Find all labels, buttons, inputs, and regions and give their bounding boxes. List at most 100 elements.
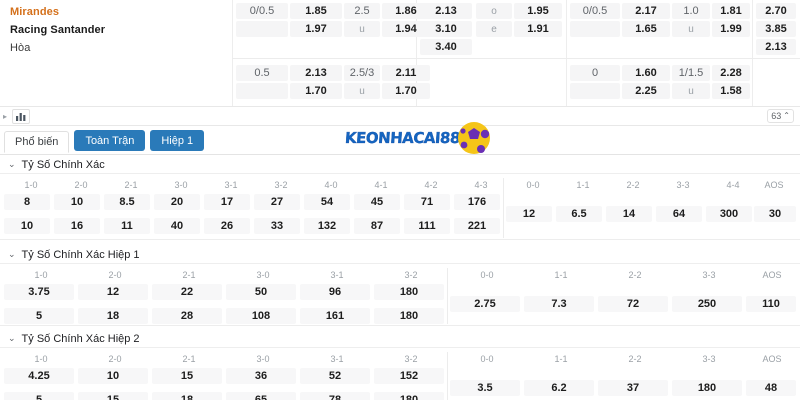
score-odd-cell[interactable]: 15 xyxy=(152,368,222,384)
team-row[interactable]: Mirandes xyxy=(0,3,232,21)
totals2-b-line-label[interactable]: 1/1.5 xyxy=(672,65,710,81)
score-odd-cell[interactable]: 87 xyxy=(354,218,400,234)
extra-col-odd-2[interactable]: 3.85 xyxy=(756,21,796,37)
totals-line-label[interactable]: 2.5 xyxy=(344,3,380,19)
tab-pho-bien[interactable]: Phổ biến xyxy=(4,130,70,153)
score-odd-cell[interactable]: 161 xyxy=(300,308,370,324)
score-odd-cell[interactable]: 54 xyxy=(304,194,350,210)
extra-col-odd-1[interactable]: 2.70 xyxy=(756,3,796,19)
score-odd-cell[interactable]: 96 xyxy=(300,284,370,300)
score-odd-cell[interactable]: 6.2 xyxy=(524,380,594,396)
score-odd-cell[interactable]: 64 xyxy=(656,206,702,222)
score-odd-cell[interactable]: 180 xyxy=(672,380,742,396)
one-x-two-home-odd[interactable]: 2.13 xyxy=(420,3,472,19)
score-odd-cell[interactable]: 78 xyxy=(300,392,370,400)
score-odd-cell[interactable]: 26 xyxy=(204,218,250,234)
score-odd-cell[interactable]: 5 xyxy=(4,308,74,324)
score-odd-cell[interactable]: 12 xyxy=(506,206,552,222)
odd-even-even-mark[interactable]: e xyxy=(476,21,512,37)
chevron-down-icon[interactable]: ⌄ xyxy=(8,159,16,169)
handicap2-b-away-odd[interactable]: 2.25 xyxy=(622,83,670,99)
section-header[interactable]: ⌄ Tỷ Số Chính Xác Hiệp 2 xyxy=(0,330,800,348)
score-odd-cell[interactable]: 8.5 xyxy=(104,194,150,210)
one-x-two-draw-odd[interactable]: 3.10 xyxy=(420,21,472,37)
score-odd-cell[interactable]: 72 xyxy=(598,296,668,312)
handicap2-line-label[interactable]: 0/0.5 xyxy=(570,3,620,19)
handicap-b-home-odd[interactable]: 2.13 xyxy=(290,65,342,81)
totals2-under-odd[interactable]: 1.99 xyxy=(712,21,750,37)
score-odd-cell[interactable]: 45 xyxy=(354,194,400,210)
score-odd-cell[interactable]: 152 xyxy=(374,368,444,384)
extra-col-odd-3[interactable]: 2.13 xyxy=(756,39,796,55)
score-odd-cell[interactable]: 17 xyxy=(204,194,250,210)
bar-chart-icon[interactable] xyxy=(12,108,30,124)
score-odd-cell[interactable]: 30 xyxy=(754,206,796,222)
handicap2-b-line-label[interactable]: 0 xyxy=(570,65,620,81)
handicap-away-odd[interactable]: 1.97 xyxy=(290,21,342,37)
score-odd-cell[interactable]: 176 xyxy=(454,194,500,210)
score-odd-cell[interactable]: 65 xyxy=(226,392,296,400)
totals2-over-odd[interactable]: 1.81 xyxy=(712,3,750,19)
score-odd-cell[interactable]: 221 xyxy=(454,218,500,234)
score-odd-cell[interactable]: 33 xyxy=(254,218,300,234)
score-odd-cell[interactable]: 20 xyxy=(154,194,200,210)
totals2-b-over-odd[interactable]: 2.28 xyxy=(712,65,750,81)
handicap-home-odd[interactable]: 1.85 xyxy=(290,3,342,19)
score-odd-cell[interactable]: 300 xyxy=(706,206,752,222)
score-odd-cell[interactable]: 5 xyxy=(4,392,74,400)
tab-toan-tran[interactable]: Toàn Trận xyxy=(74,130,146,151)
score-odd-cell[interactable]: 11 xyxy=(104,218,150,234)
odd-even-even-odd[interactable]: 1.91 xyxy=(514,21,562,37)
score-odd-cell[interactable]: 250 xyxy=(672,296,742,312)
score-odd-cell[interactable]: 50 xyxy=(226,284,296,300)
score-odd-cell[interactable]: 10 xyxy=(78,368,148,384)
score-odd-cell[interactable]: 27 xyxy=(254,194,300,210)
score-odd-cell[interactable]: 132 xyxy=(304,218,350,234)
score-odd-cell[interactable]: 71 xyxy=(404,194,450,210)
handicap-line-label[interactable]: 0/0.5 xyxy=(236,3,288,19)
score-odd-cell[interactable]: 12 xyxy=(78,284,148,300)
score-odd-cell[interactable]: 22 xyxy=(152,284,222,300)
section-header[interactable]: ⌄ Tỷ Số Chính Xác xyxy=(0,156,800,174)
chevron-up-icon[interactable]: ⌃ xyxy=(783,111,790,120)
totals2-line-label[interactable]: 1.0 xyxy=(672,3,710,19)
score-odd-cell[interactable]: 18 xyxy=(78,308,148,324)
score-odd-cell[interactable]: 180 xyxy=(374,308,444,324)
score-odd-cell[interactable]: 111 xyxy=(404,218,450,234)
score-odd-cell[interactable]: 180 xyxy=(374,284,444,300)
score-odd-cell[interactable]: 16 xyxy=(54,218,100,234)
odd-even-odd-odd[interactable]: 1.95 xyxy=(514,3,562,19)
score-odd-cell[interactable]: 4.25 xyxy=(4,368,74,384)
score-odd-cell[interactable]: 48 xyxy=(746,380,796,396)
team-row[interactable]: Hòa xyxy=(0,39,232,57)
handicap2-b-home-odd[interactable]: 1.60 xyxy=(622,65,670,81)
score-odd-cell[interactable]: 36 xyxy=(226,368,296,384)
totals-b-line-label[interactable]: 2.5/3 xyxy=(344,65,380,81)
totals-over-odd[interactable]: 1.86 xyxy=(382,3,430,19)
expand-caret-icon[interactable]: ▸ xyxy=(2,111,7,121)
team-row[interactable]: Racing Santander xyxy=(0,21,232,39)
score-odd-cell[interactable]: 37 xyxy=(598,380,668,396)
score-odd-cell[interactable]: 40 xyxy=(154,218,200,234)
score-odd-cell[interactable]: 18 xyxy=(152,392,222,400)
score-odd-cell[interactable]: 180 xyxy=(374,392,444,400)
one-x-two-away-odd[interactable]: 3.40 xyxy=(420,39,472,55)
score-odd-cell[interactable]: 8 xyxy=(4,194,50,210)
market-count-control[interactable]: 63 ⌃ xyxy=(767,109,794,123)
chevron-down-icon[interactable]: ⌄ xyxy=(8,333,16,343)
totals2-b-under-mark[interactable]: u xyxy=(672,83,710,99)
totals-b-under-odd[interactable]: 1.70 xyxy=(382,83,430,99)
chevron-down-icon[interactable]: ⌄ xyxy=(8,249,16,259)
score-odd-cell[interactable]: 3.5 xyxy=(450,380,520,396)
totals-under-mark[interactable]: u xyxy=(344,21,380,37)
score-odd-cell[interactable]: 10 xyxy=(4,218,50,234)
odd-even-odd-mark[interactable]: o xyxy=(476,3,512,19)
section-header[interactable]: ⌄ Tỷ Số Chính Xác Hiệp 1 xyxy=(0,246,800,264)
score-odd-cell[interactable]: 52 xyxy=(300,368,370,384)
score-odd-cell[interactable]: 108 xyxy=(226,308,296,324)
score-odd-cell[interactable]: 2.75 xyxy=(450,296,520,312)
score-odd-cell[interactable]: 28 xyxy=(152,308,222,324)
handicap-b-line-label[interactable]: 0.5 xyxy=(236,65,288,81)
totals-b-under-mark[interactable]: u xyxy=(344,83,380,99)
score-odd-cell[interactable]: 15 xyxy=(78,392,148,400)
